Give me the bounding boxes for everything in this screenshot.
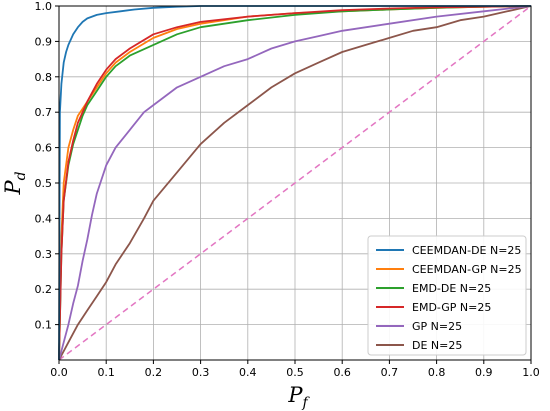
y-axis-label-main: P	[1, 180, 25, 196]
y-tick-label: 0.4	[35, 212, 53, 225]
legend-label-4: GP N=25	[412, 320, 462, 333]
x-axis-label-main: P	[287, 383, 303, 407]
x-tick-label: 0.2	[145, 366, 163, 379]
x-tick-label: 0.7	[381, 366, 399, 379]
x-tick-label: 0.9	[475, 366, 493, 379]
chance-diagonal-line	[58, 5, 532, 361]
legend-label-5: DE N=25	[412, 339, 462, 352]
legend-label-3: EMD-GP N=25	[412, 301, 491, 314]
x-axis-label-sub: f	[301, 395, 310, 411]
y-tick-label: 0.8	[35, 71, 53, 84]
x-tick-label: 0.0	[50, 366, 68, 379]
y-axis-label-sub: d	[13, 171, 29, 180]
y-tick-label: 0.2	[35, 283, 53, 296]
series-line-3	[58, 5, 532, 361]
y-tick-label: 0.7	[35, 106, 53, 119]
y-tick-label: 0.5	[35, 177, 53, 190]
y-tick-label: 0.6	[35, 142, 53, 155]
x-axis-label: Pf	[287, 383, 310, 411]
x-tick-label: 0.1	[97, 366, 115, 379]
x-tick-label: 0.3	[192, 366, 210, 379]
legend-label-2: EMD-DE N=25	[412, 282, 491, 295]
x-tick-label: 0.6	[333, 366, 351, 379]
x-axis-ticks: 0.0 0.1 0.2 0.3 0.4 0.5 0.6 0.7 0.8 0.9 1.0	[50, 360, 540, 379]
x-tick-label: 0.5	[286, 366, 304, 379]
legend-box	[367, 235, 527, 356]
y-tick-label: 0.1	[35, 319, 53, 332]
series-line-4	[58, 5, 532, 361]
legend: CEEMDAN-DE N=25 CEEMDAN-GP N=25 EMD-DE N=2…	[367, 235, 527, 356]
y-axis-label: Pd	[1, 171, 29, 195]
x-tick-label: 0.4	[239, 366, 257, 379]
y-tick-label: 1.0	[35, 0, 53, 13]
legend-label-0: CEEMDAN-DE N=25	[412, 244, 521, 257]
legend-label-1: CEEMDAN-GP N=25	[412, 263, 522, 276]
series-line-5	[58, 5, 532, 361]
y-tick-label: 0.3	[35, 248, 53, 261]
y-tick-label: 0.9	[35, 35, 53, 48]
x-tick-label: 1.0	[522, 366, 540, 379]
y-axis-ticks: 0.1 0.2 0.3 0.4 0.5 0.6 0.7 0.8 0.9 1.0	[35, 0, 59, 332]
x-tick-label: 0.8	[428, 366, 446, 379]
